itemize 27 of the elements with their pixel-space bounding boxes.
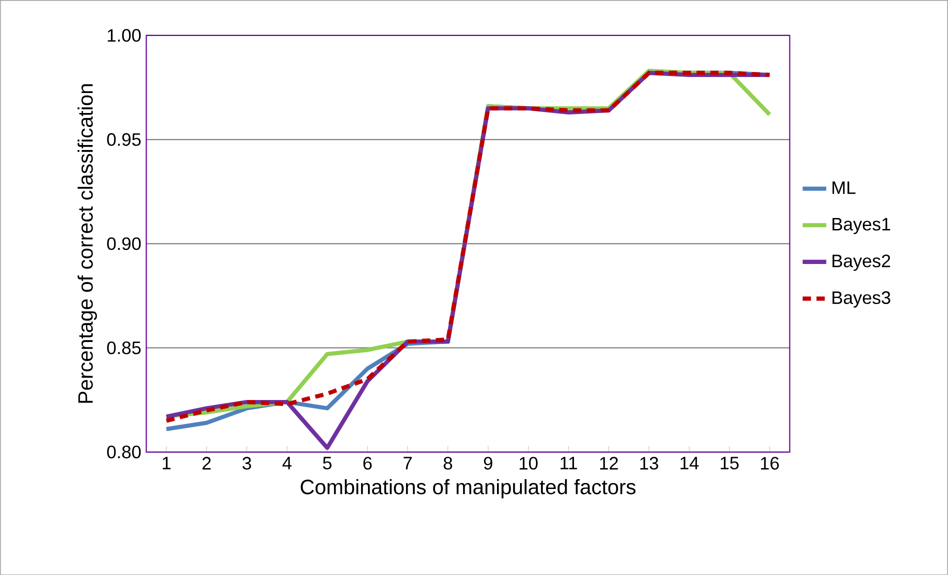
y-tick-label: 0.95 (107, 133, 141, 146)
x-tick-label: 14 (680, 456, 699, 470)
x-tick-label: 1 (162, 456, 171, 470)
y-axis-title: Percentage of correct classification (78, 84, 97, 403)
x-tick-label: 16 (760, 456, 779, 470)
legend-label: Bayes2 (832, 254, 890, 271)
legend-label: ML (832, 181, 856, 194)
x-tick-label: 13 (640, 456, 658, 470)
x-tick-label: 10 (520, 456, 538, 470)
y-tick-label: 1.00 (108, 28, 141, 42)
x-tick-label: 3 (242, 456, 252, 470)
x-axis-title: Combinations of manipulated factors (300, 478, 636, 498)
x-tick-label: 15 (720, 456, 739, 470)
x-tick-label: 6 (363, 456, 372, 470)
x-tick-label: 7 (404, 456, 412, 470)
x-tick-label: 4 (282, 456, 292, 470)
legend-label: Bayes1 (832, 218, 890, 234)
x-tick-label: 2 (202, 456, 211, 470)
y-tick-label: 0.90 (107, 237, 141, 250)
x-tick-label: 12 (600, 456, 618, 470)
y-tick-label: 0.80 (107, 445, 141, 458)
x-tick-label: 5 (322, 456, 332, 470)
x-tick-label: 9 (484, 456, 492, 470)
y-tick-label: 0.85 (107, 341, 141, 354)
x-tick-label: 8 (444, 456, 452, 470)
x-tick-label: 11 (560, 456, 578, 470)
legend-label: Bayes3 (832, 291, 890, 308)
